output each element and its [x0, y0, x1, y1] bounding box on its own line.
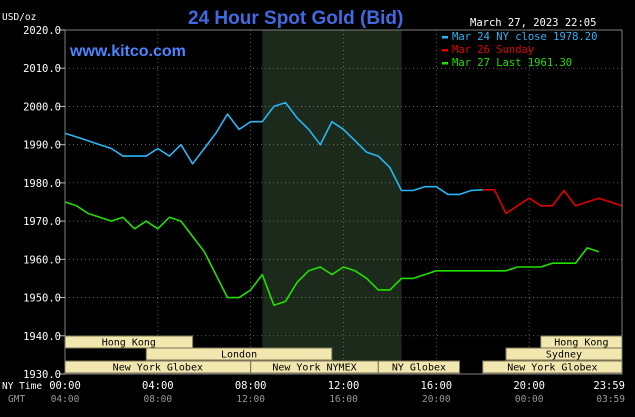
series-line [482, 189, 623, 215]
y-tick-label: 2010.0 [23, 63, 61, 75]
y-tick-label: 1970.0 [23, 216, 61, 228]
us-trading-hours-shading [262, 30, 402, 374]
session-label: Hong Kong [102, 338, 156, 349]
session-label: London [221, 350, 257, 361]
y-tick-label: 1990.0 [23, 140, 61, 152]
x-tick-label-gmt: 20:00 [422, 394, 451, 405]
legend-entry: Mar 27 Last 1961.30 [452, 57, 572, 69]
session-label: New York Globex [113, 363, 203, 374]
y-tick-label: 1930.0 [23, 369, 61, 381]
series-lines [64, 101, 623, 307]
legend-swatch [442, 62, 448, 65]
session-label: NY Globex [392, 363, 446, 374]
legend-swatch [442, 36, 448, 39]
x-tick-label-gmt: 04:00 [51, 394, 80, 405]
plot-frame [64, 29, 623, 375]
y-tick-label: 1960.0 [23, 254, 61, 266]
x-tick-label-gmt: 16:00 [329, 394, 358, 405]
x-tick-label-ny: 08:00 [235, 380, 267, 392]
x-tick-label-ny: 12:00 [328, 380, 360, 392]
chart-title: 24 Hour Spot Gold (Bid) [188, 8, 403, 29]
y-tick-label: 1940.0 [23, 331, 61, 343]
session-label: Sydney [546, 350, 582, 361]
session-label: New York Globex [507, 363, 597, 374]
x-tick-label-ny: 00:00 [49, 380, 81, 392]
x-tick-label-gmt: 03:59 [596, 394, 625, 405]
y-axis-ticks: 2020.0 2010.0 2000.0 1990.0 1980.0 1970.0 1960… [23, 25, 65, 381]
market-sessions: Hong Kong London New York Globex New York N… [64, 335, 623, 374]
gmt-label: GMT [8, 394, 25, 405]
x-tick-label-ny: 04:00 [142, 380, 174, 392]
legend-entry: Mar 26 Sunday [452, 44, 534, 56]
y-tick-label: 2000.0 [23, 101, 61, 113]
x-tick-label-ny: 16:00 [421, 380, 453, 392]
x-axis-ticks: 00:00 04:00 04:00 08:00 08:00 12:00 12:00 16:00… [49, 380, 625, 405]
y-tick-label: 1980.0 [23, 178, 61, 190]
timestamp: March 27, 2023 22:05 [470, 17, 596, 29]
x-tick-label-gmt: 08:00 [144, 394, 173, 405]
legend-swatch [442, 49, 448, 52]
session-bar [145, 347, 333, 361]
ny-time-label: NY Time [2, 381, 42, 392]
x-tick-label-ny: 23:59 [593, 380, 625, 392]
x-tick-label-gmt: 00:00 [515, 394, 544, 405]
session-bar [377, 360, 461, 374]
x-tick-label-ny: 20:00 [513, 380, 545, 392]
y-tick-label: 1950.0 [23, 293, 61, 305]
x-tick-label-gmt: 12:00 [236, 394, 265, 405]
session-label: Hong Kong [554, 338, 608, 349]
y-unit-label: USD/oz [2, 12, 36, 23]
series-line [64, 101, 483, 196]
session-label: New York NYMEX [272, 363, 356, 374]
series-line [64, 201, 600, 307]
source-watermark: www.kitco.com [69, 43, 186, 60]
y-tick-label: 2020.0 [23, 25, 61, 37]
legend-entry: Mar 24 NY close 1978.20 [452, 31, 597, 43]
